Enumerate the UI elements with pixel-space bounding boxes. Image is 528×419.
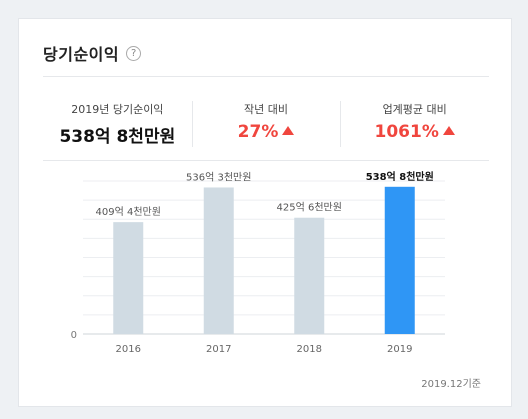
y-tick-label: 0 [71, 330, 77, 341]
x-tick-label-2017: 2017 [206, 344, 231, 355]
summary-yoy-value: 27% [237, 122, 279, 142]
summary-divider [43, 160, 489, 161]
header-divider [43, 76, 489, 77]
summary-industry-value: 1061% [374, 122, 439, 142]
bar-chart: 0 409억 4천만원 2016 536억 3천만원 2017 425억 6천만원 2018… [71, 170, 445, 355]
data-label-2017: 536억 3천만원 [186, 171, 251, 183]
summary-base-label: 2019년 당기순이익 [71, 103, 164, 116]
card-title: 당기순이익 [43, 45, 120, 64]
x-tick-label-2016: 2016 [116, 344, 141, 355]
card-header: 당기순이익 ? [43, 41, 142, 65]
help-icon[interactable]: ? [126, 45, 142, 61]
up-arrow-icon [442, 126, 455, 135]
data-label-2019: 538억 8천만원 [366, 170, 434, 183]
bar-2018 [294, 217, 325, 334]
up-arrow-icon [282, 126, 295, 135]
bar-2016 [113, 222, 144, 334]
summary-yoy-value-wrap: 27% [192, 122, 341, 142]
basis-footnote: 2019.12기준 [421, 379, 481, 390]
summary-base-value: 538억 8천만원 [59, 127, 176, 147]
net-income-card: 당기순이익 ? 2019년 당기순이익 538억 8천만원 작년 대비 27% … [18, 18, 512, 407]
x-tick-label-2018: 2018 [297, 344, 322, 355]
x-tick-label-2019: 2019 [387, 344, 412, 355]
data-label-2018: 425억 6천만원 [277, 202, 342, 214]
bar-2019 [384, 186, 415, 334]
bar-2017 [203, 187, 234, 334]
summary-base: 2019년 당기순이익 538억 8천만원 [43, 97, 192, 159]
summary-yoy: 작년 대비 27% [191, 97, 341, 159]
summary-industry-label: 업계평균 대비 [382, 103, 447, 116]
data-label-2016: 409억 4천만원 [96, 206, 161, 218]
summary-yoy-label: 작년 대비 [244, 103, 288, 116]
summary-row: 2019년 당기순이익 538억 8천만원 작년 대비 27% 업계평균 대비 … [43, 97, 489, 159]
summary-industry: 업계평균 대비 1061% [340, 97, 489, 159]
summary-industry-value-wrap: 1061% [340, 122, 489, 142]
